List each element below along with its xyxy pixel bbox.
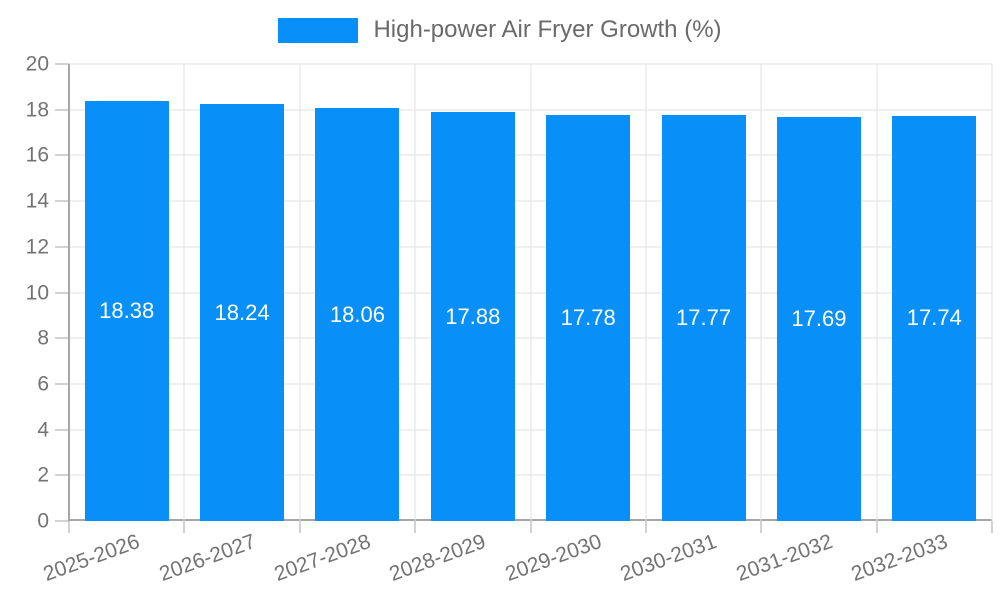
- y-tick-mark: [55, 429, 69, 431]
- v-gridline: [299, 64, 301, 521]
- y-tick-label: 10: [25, 281, 49, 304]
- x-tick-label-text: 2031-2032: [732, 529, 836, 586]
- y-tick-mark: [55, 337, 69, 339]
- y-tick-mark: [55, 474, 69, 476]
- x-tick-mark: [991, 521, 993, 533]
- y-tick-label: 8: [37, 326, 49, 350]
- x-tick-label-text: 2025-2026: [40, 529, 143, 586]
- bar-value-label: 18.24: [214, 299, 270, 325]
- y-tick-mark: [55, 63, 69, 65]
- bar-value-label: 17.69: [791, 305, 847, 331]
- y-tick-mark: [55, 292, 69, 293]
- y-axis-line: [68, 64, 70, 521]
- x-tick-label-text: 2030-2031: [617, 529, 720, 586]
- y-tick-label: 2: [37, 463, 49, 487]
- v-gridline: [530, 64, 531, 521]
- y-tick-mark: [55, 154, 69, 156]
- plot-area: 0 2 4 6 8 10 12 14 16 18 20 18.38 2025-2026 18.24 2026…: [26, 54, 993, 586]
- v-gridline: [876, 64, 878, 521]
- y-tick-label: 14: [25, 189, 49, 213]
- bar-value-label: 17.78: [560, 304, 616, 330]
- bar-value-label: 17.88: [445, 303, 501, 329]
- y-tick-label: 16: [25, 143, 49, 167]
- y-tick-label: 4: [37, 418, 49, 442]
- x-tick-mark: [68, 521, 70, 533]
- x-tick-label-text: 2027-2028: [271, 529, 374, 586]
- bar-2030-2031[interactable]: 17.77: [661, 114, 746, 521]
- bar-2026-2027[interactable]: 18.24: [200, 104, 285, 521]
- x-tick-mark: [876, 521, 878, 533]
- legend-label: High-power Air Fryer Growth (%): [373, 16, 722, 43]
- x-tick-mark: [645, 521, 647, 533]
- bar-value-label: 17.77: [676, 304, 732, 330]
- x-tick-label-text: 2029-2030: [502, 529, 605, 586]
- bar-value-label: 18.38: [99, 298, 155, 324]
- y-tick-label: 18: [25, 98, 49, 122]
- bar-2028-2029[interactable]: 17.88: [430, 112, 515, 521]
- y-tick-label: 6: [37, 372, 49, 396]
- bar-value-label: 17.74: [906, 305, 962, 331]
- v-gridline: [414, 64, 416, 521]
- v-gridline: [183, 64, 185, 521]
- legend-swatch: [278, 17, 359, 43]
- bar-2027-2028[interactable]: 18.06: [315, 108, 400, 521]
- bar-2029-2030[interactable]: 17.78: [546, 114, 631, 521]
- y-tick-mark: [55, 383, 69, 385]
- y-tick-mark: [55, 109, 69, 111]
- y-tick-mark: [55, 520, 69, 522]
- y-tick-mark: [55, 200, 69, 202]
- bar-value-label: 18.06: [329, 301, 385, 327]
- chart-legend-item[interactable]: High-power Air Fryer Growth (%): [0, 14, 1000, 46]
- y-tick-label: 12: [25, 235, 49, 259]
- v-gridline: [760, 64, 762, 521]
- x-tick-label-text: 2028-2029: [386, 529, 490, 586]
- bar-2031-2032[interactable]: 17.69: [776, 116, 861, 521]
- x-tick-label-text: 2026-2027: [156, 529, 259, 586]
- x-tick-mark: [299, 521, 301, 533]
- bar-2032-2033[interactable]: 17.74: [892, 115, 977, 521]
- x-tick-mark: [414, 521, 416, 533]
- x-tick-mark: [760, 521, 762, 533]
- y-tick-label: 0: [37, 509, 49, 533]
- x-tick-mark: [530, 521, 531, 533]
- v-gridline: [991, 64, 993, 521]
- y-tick-mark: [55, 246, 69, 248]
- y-tick-label: 20: [25, 52, 49, 76]
- x-tick-label-text: 2032-2033: [848, 529, 951, 586]
- x-tick-mark: [183, 521, 185, 533]
- v-gridline: [645, 64, 647, 521]
- bar-2025-2026[interactable]: 18.38: [84, 101, 169, 521]
